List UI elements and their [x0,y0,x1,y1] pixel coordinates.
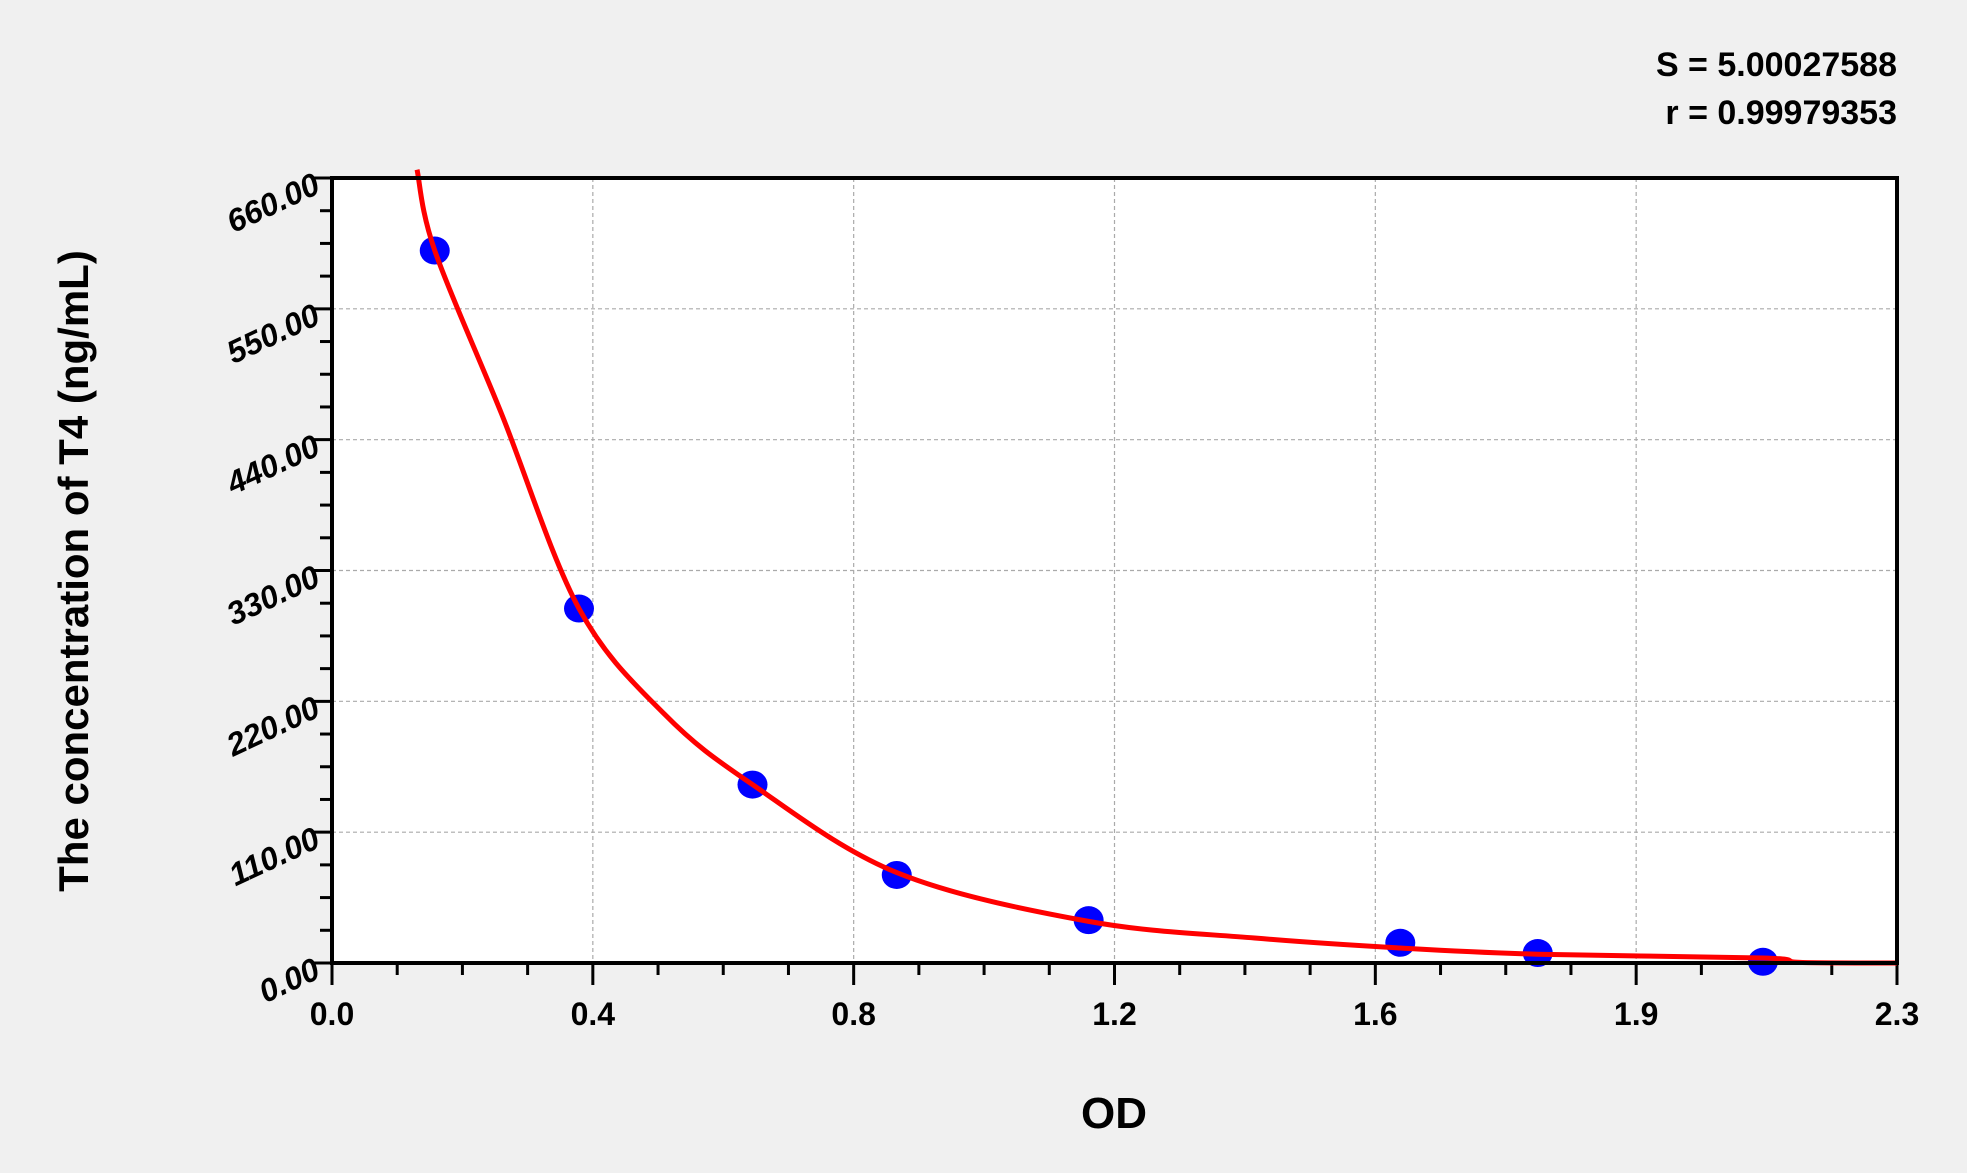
fit-curve [414,169,1898,966]
x-tick-label: 0.8 [831,996,875,1032]
x-tick-label: 0.0 [310,996,354,1032]
x-tick-label: 2.3 [1875,996,1919,1032]
annotation-s: S = 5.00027588 [1656,46,1897,84]
y-axis-label: The concentration of T4 (ng/mL) [50,250,97,892]
x-tick-label: 1.6 [1353,996,1397,1032]
fit-curve-group [414,169,1898,966]
grid [332,178,1897,963]
data-point [1385,928,1416,957]
x-tick-label: 1.2 [1092,996,1136,1032]
x-tick-label: 0.4 [571,996,616,1032]
x-tick-label: 1.9 [1614,996,1658,1032]
annotation-r: r = 0.99979353 [1665,94,1897,132]
x-axis-label: OD [1081,1089,1147,1138]
plot-frame [330,176,1899,965]
x-tick-labels: 0.0 0.4 0.8 1.2 1.6 1.9 2.3 [310,996,1919,1032]
